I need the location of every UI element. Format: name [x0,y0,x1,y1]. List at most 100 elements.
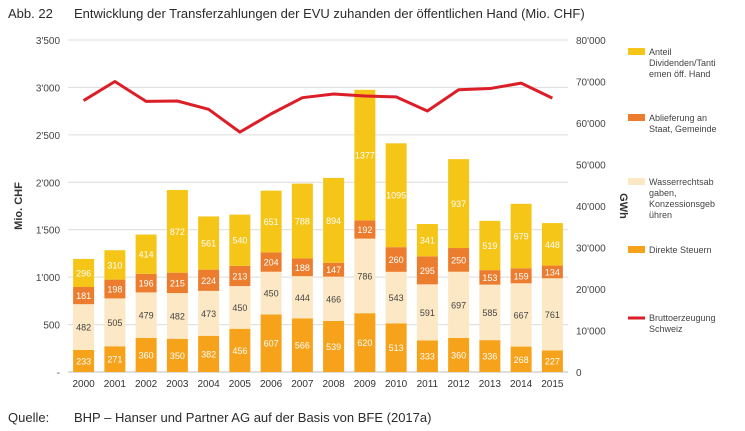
y-tick-label: - [57,368,60,379]
data-label: 620 [357,338,372,348]
data-label: 697 [451,300,466,310]
data-label: 872 [170,227,185,237]
data-label: 448 [545,240,560,250]
data-label: 233 [76,356,91,366]
bar-segment [73,349,95,372]
figure-caption: Abb. 22 Entwicklung der Transferzahlungen… [8,6,585,21]
data-label: 382 [201,349,216,359]
data-label: 1377 [355,151,375,161]
bar-segment [541,223,563,266]
y-tick-label: 1'500 [36,226,61,237]
data-label: 513 [389,343,404,353]
data-label: 540 [232,236,247,246]
legend-label: Direkte Steuern [649,245,712,255]
bar-segment [229,214,251,266]
data-label: 543 [389,293,404,303]
x-tick-label: 2000 [73,379,96,390]
bar-segment [198,335,220,372]
bar-segment [448,159,470,249]
bar-segment [291,258,313,277]
data-label: 1095 [386,191,406,201]
bar-segment [73,304,95,350]
bar-segment [104,250,126,280]
data-label: 159 [514,271,529,281]
y2-tick-label: 0 [576,368,582,379]
data-label: 456 [232,346,247,356]
x-tick-label: 2007 [291,379,314,390]
data-label: 479 [139,311,154,321]
data-label: 473 [201,309,216,319]
legend-label: gaben, [649,188,677,198]
bar-segment [385,271,407,324]
y-tick-label: 1'000 [36,273,61,284]
legend-label: ühren [649,210,672,220]
data-label: 188 [295,263,310,273]
bar-segment [198,290,220,336]
data-label: 450 [264,289,279,299]
data-label: 444 [295,293,310,303]
data-label: 360 [451,350,466,360]
x-tick-label: 2011 [417,379,439,390]
y2-tick-label: 70'000 [576,78,606,89]
bar-segment [323,262,345,277]
bar-segment [416,256,438,285]
x-tick-label: 2001 [104,379,127,390]
data-label: 153 [482,273,497,283]
bar-segment [73,258,95,288]
bar-segment [135,234,157,274]
x-tick-label: 2012 [448,379,471,390]
source-note: Quelle: BHP – Hanser und Partner AG auf d… [8,410,431,425]
data-label: 215 [170,278,185,288]
data-label: 450 [232,303,247,313]
data-label: 585 [482,308,497,318]
bar-segment [448,248,470,272]
bar-segment [166,272,188,294]
bar-segment [135,273,157,293]
bar-segment [135,337,157,372]
legend-swatch [628,178,645,185]
bar-segment [291,318,313,372]
data-label: 147 [326,265,341,275]
y2-tick-label: 30'000 [576,244,606,255]
x-tick-label: 2009 [354,379,377,390]
bar-segment [479,270,501,285]
data-label: 336 [482,352,497,362]
figure-title: Entwicklung der Transferzahlungen der EV… [74,6,585,21]
legend-swatch [628,114,645,121]
data-label: 937 [451,199,466,209]
legend-label: emen öff. Hand [649,69,710,79]
data-label: 519 [482,241,497,251]
data-label: 505 [107,318,122,328]
data-label: 198 [107,285,122,295]
data-label: 134 [545,267,560,277]
data-label: 566 [295,341,310,351]
x-tick-label: 2006 [260,379,283,390]
data-label: 786 [357,271,372,281]
bar-segment [354,89,376,221]
bar-segment [198,269,220,291]
figure-number: Abb. 22 [8,6,53,21]
data-label: 482 [76,323,91,333]
bar-segment [416,224,438,257]
bar-segment [229,265,251,287]
data-label: 761 [545,310,560,320]
data-label: 360 [139,350,154,360]
bar-segment [260,190,282,253]
data-label: 196 [139,279,154,289]
bar-segment [135,292,157,338]
bar-segment [354,238,376,314]
legend-label: Anteil [649,47,672,57]
y-tick-label: 3'000 [36,83,61,94]
y2-tick-label: 50'000 [576,161,606,172]
bar-segment [510,283,532,347]
bar-segment [73,287,95,305]
x-tick-label: 2005 [229,379,252,390]
bar-segment [291,183,313,259]
bar-segment [541,265,563,279]
data-label: 651 [264,217,279,227]
y-axis-title: Mio. CHF [13,182,25,230]
legend-swatch [628,246,645,253]
y2-tick-label: 20'000 [576,285,606,296]
bar-segment [416,284,438,341]
data-label: 561 [201,239,216,249]
